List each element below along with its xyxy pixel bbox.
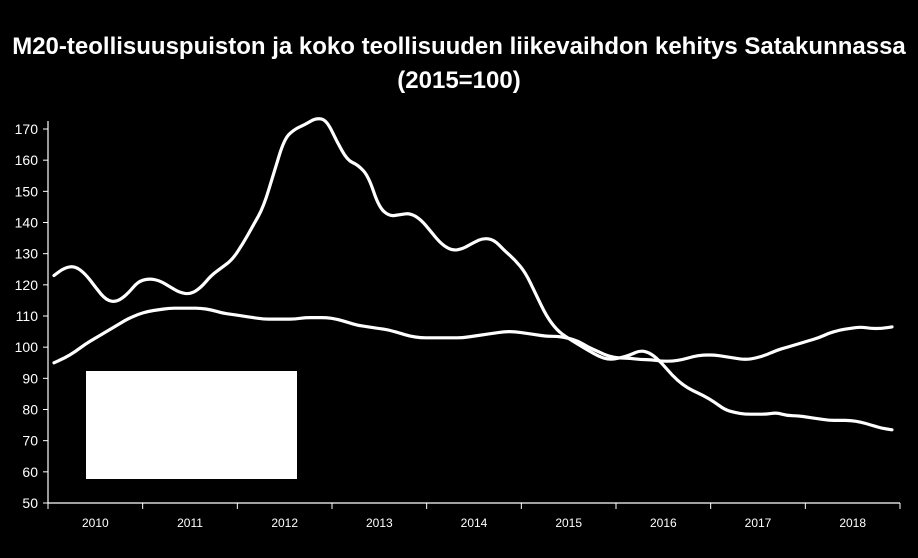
y-tick-label: 100 — [15, 339, 39, 355]
y-tick-label: 150 — [15, 183, 39, 199]
y-tick-label: 110 — [16, 308, 39, 324]
y-tick-label: 50 — [22, 495, 38, 511]
x-tick-label: 2018 — [839, 516, 866, 530]
series-line-1 — [52, 117, 894, 432]
x-tick-label: 2014 — [461, 516, 488, 530]
y-tick-label: 60 — [22, 464, 38, 480]
chart-title: M20-teollisuuspuiston ja koko teollisuud… — [0, 30, 918, 98]
x-tick-label: 2011 — [177, 516, 203, 530]
axes — [47, 121, 900, 504]
x-tick-label: 2013 — [366, 516, 393, 530]
x-axis-ticks: 2010 2011 2012 2013 2014 2015 2016 2017 2018 — [47, 503, 901, 530]
y-tick-label: 170 — [15, 121, 39, 137]
y-tick-label: 140 — [15, 215, 39, 231]
x-tick-label: 2012 — [271, 516, 298, 530]
y-tick-label: 120 — [15, 277, 39, 293]
x-tick-label: 2016 — [650, 516, 677, 530]
y-tick-label: 90 — [22, 370, 38, 386]
y-axis-ticks: 50 60 70 80 90 100 110 120 130 140 150 160 170 — [15, 121, 48, 511]
x-tick-label: 2015 — [555, 516, 582, 530]
series-lines — [52, 117, 894, 432]
chart-title-main: M20-teollisuuspuiston ja koko teollisuud… — [12, 33, 906, 60]
y-tick-label: 130 — [15, 246, 39, 262]
y-tick-label: 160 — [15, 152, 39, 168]
x-tick-label: 2010 — [82, 516, 109, 530]
chart-subtitle: (2015=100) — [397, 67, 521, 94]
series-line-2 — [52, 306, 894, 365]
x-tick-label: 2017 — [745, 516, 772, 530]
y-tick-label: 70 — [22, 433, 38, 449]
y-tick-label: 80 — [22, 402, 38, 418]
legend-box — [86, 371, 297, 479]
